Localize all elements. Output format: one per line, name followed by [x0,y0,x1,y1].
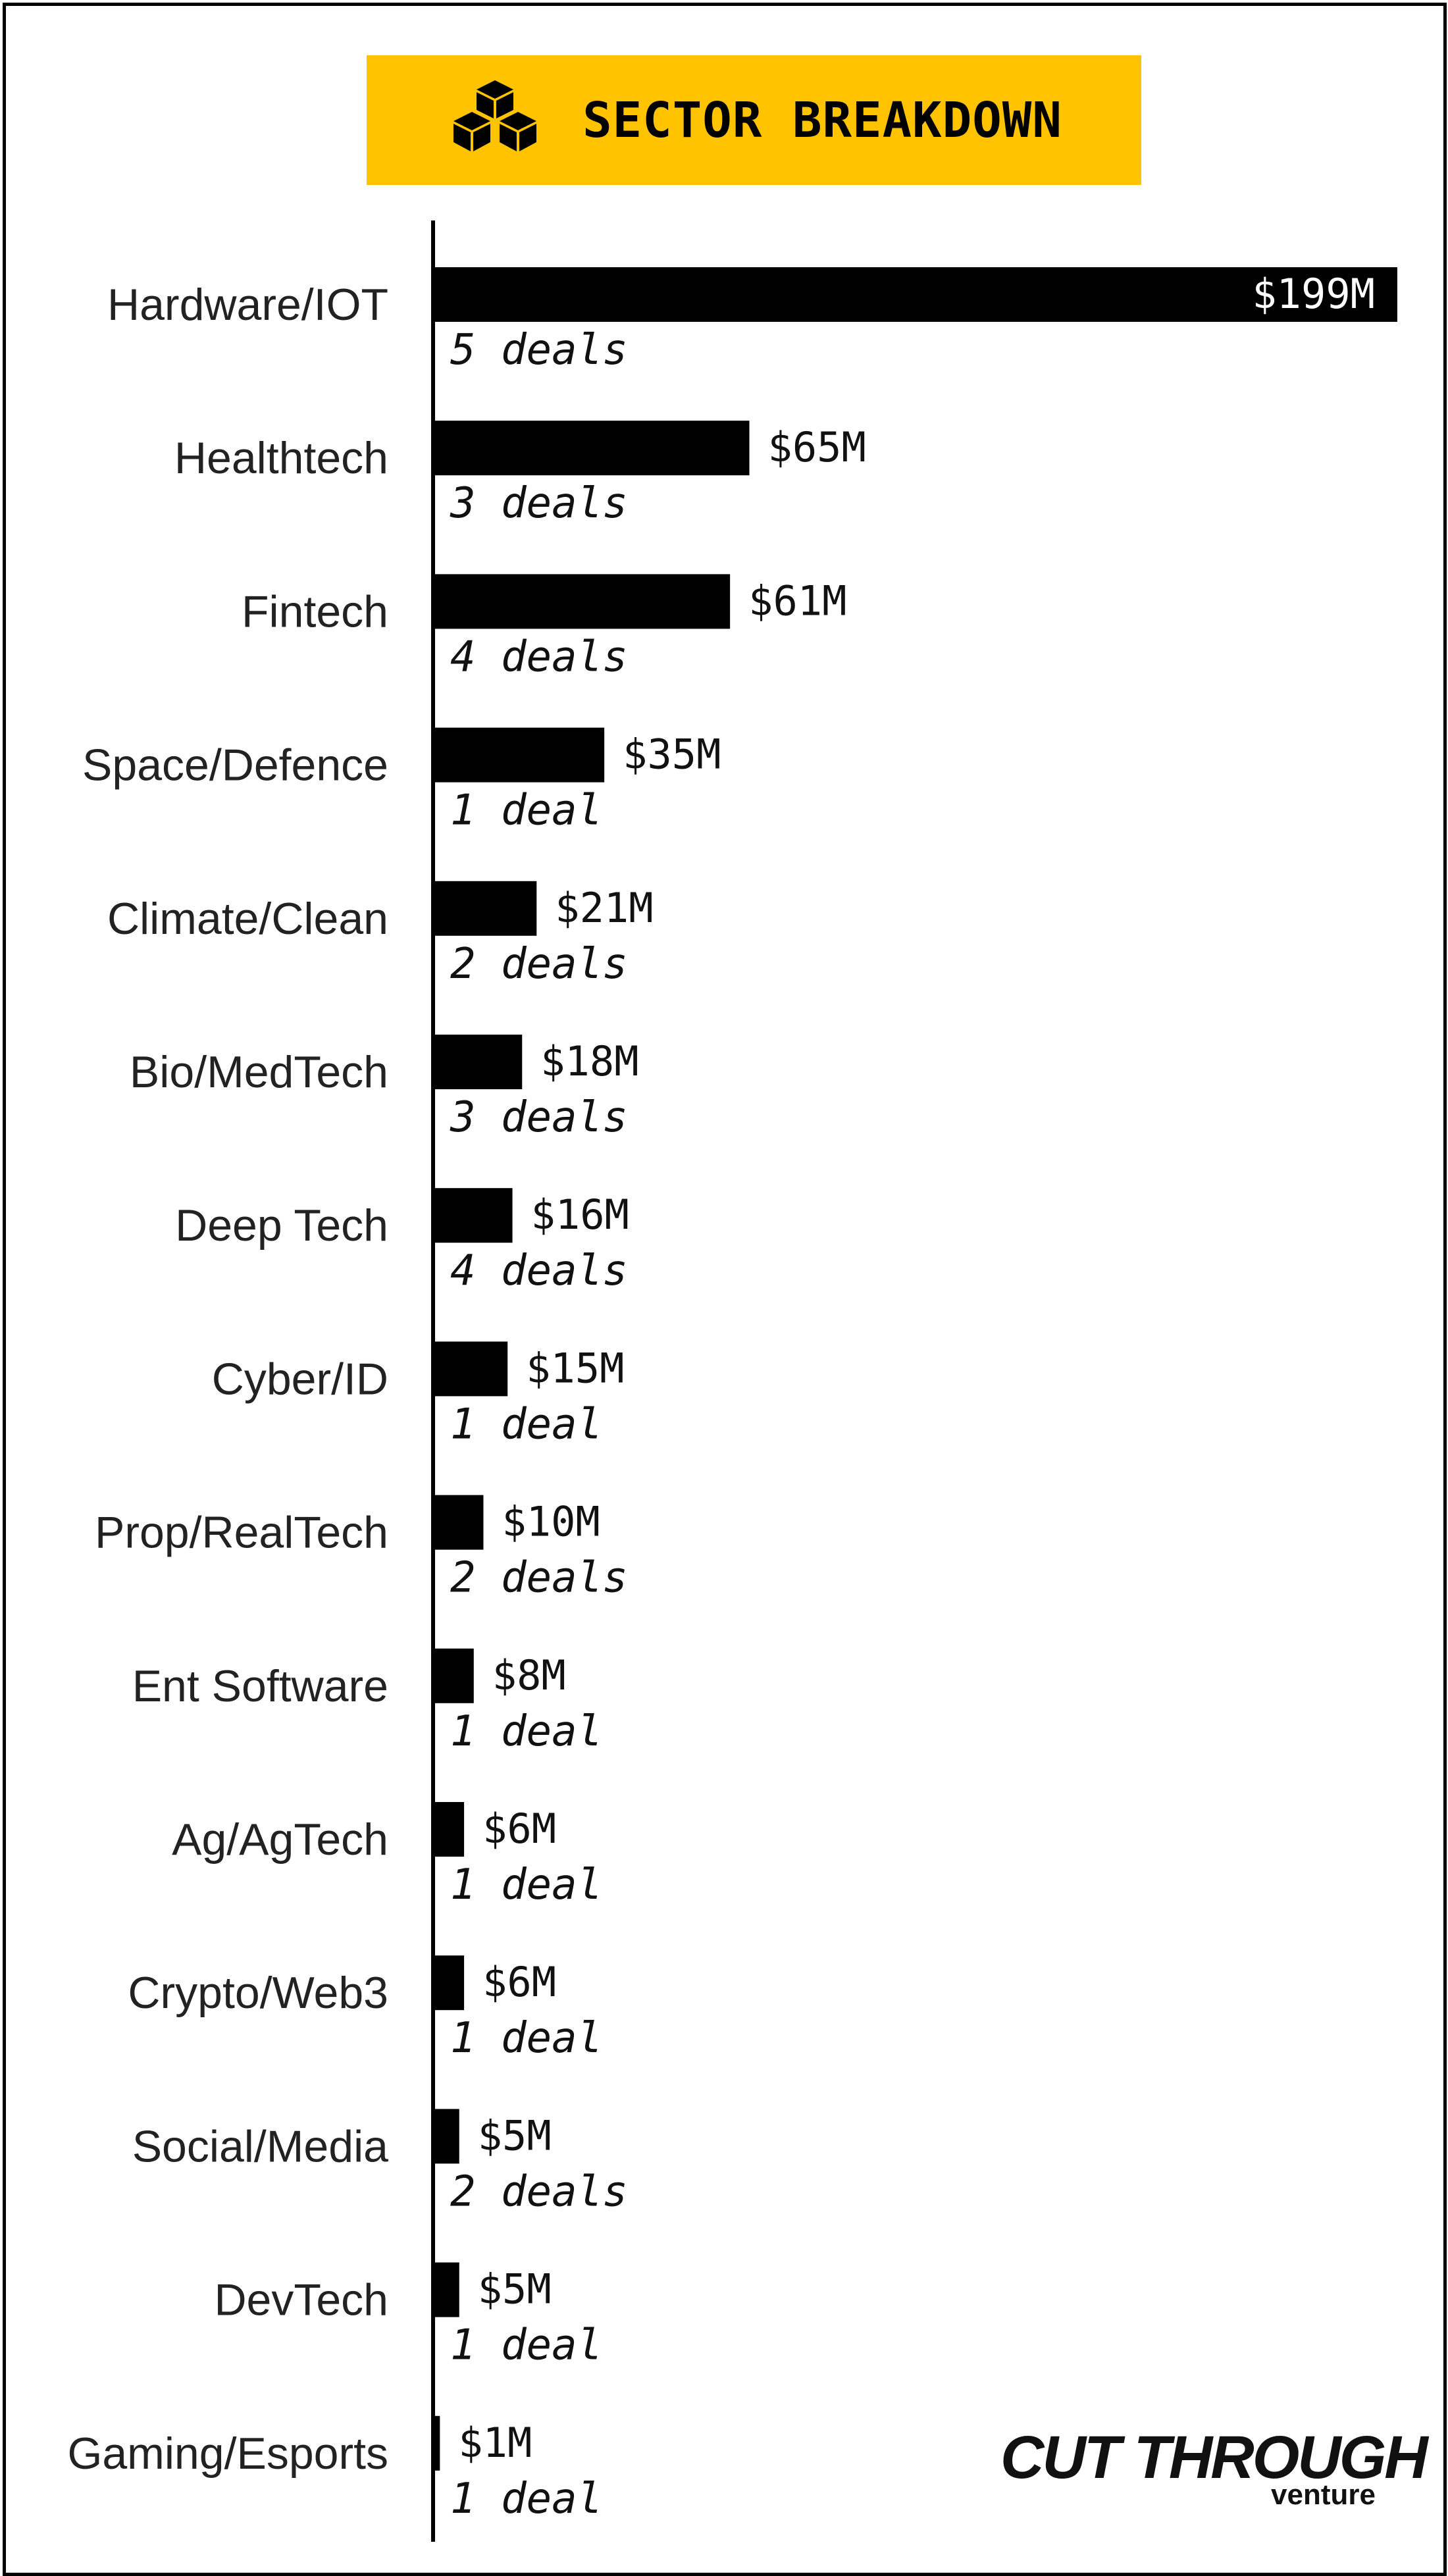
value-label: $6M [482,1805,556,1853]
bar-row-healthtech: Healthtech $65M 3 deals [174,421,866,528]
cubes-icon [453,80,537,151]
value-label: $16M [531,1191,629,1239]
category-label: Crypto/Web3 [128,1968,388,2018]
deal-count-label: 3 deals [450,1093,628,1142]
value-label: $21M [555,884,653,932]
category-label: Fintech [242,586,388,636]
category-label: Gaming/Esports [67,2429,388,2479]
bar [435,1802,465,1857]
category-label: Ag/AgTech [172,1815,388,1865]
deal-count-label: 1 deal [450,2014,602,2063]
deal-count-label: 2 deals [450,2167,628,2216]
category-label: Hardware/IOT [107,280,388,330]
title-banner: SECTOR BREAKDOWN [367,55,1141,185]
category-label: DevTech [214,2275,388,2325]
deal-count-label: 1 deal [450,1861,602,1909]
value-label: $35M [623,731,721,779]
category-label: Deep Tech [175,1200,388,1250]
deal-count-label: 5 deals [450,326,628,374]
value-label: $5M [478,2111,552,2159]
deal-count-label: 4 deals [450,632,628,681]
bar-row-hardware-iot: Hardware/IOT $199M 5 deals [107,267,1397,374]
bar-row-fintech: Fintech $61M 4 deals [242,574,846,681]
category-label: Prop/RealTech [95,1508,388,1558]
category-label: Healthtech [174,433,388,483]
logo-sub-text: venture [1271,2479,1376,2511]
deal-count-label: 1 deal [450,1707,602,1756]
bar [435,1648,474,1703]
category-label: Climate/Clean [107,894,388,944]
bar [435,1035,523,1089]
category-label: Cyber/ID [212,1354,388,1404]
bar [435,727,605,783]
category-label: Social/Media [132,2121,388,2171]
bar-row-deep-tech: Deep Tech $16M 4 deals [175,1188,629,1295]
bar-row-climate-clean: Climate/Clean $21M 2 deals [107,881,654,989]
bar-row-prop-realtech: Prop/RealTech $10M 2 deals [95,1495,628,1603]
bar-row-social-media: Social/Media $5M 2 deals [132,2109,628,2216]
bar-row-crypto-web3: Crypto/Web3 $6M 1 deal [128,1955,602,2063]
deal-count-label: 3 deals [450,479,628,528]
value-label: $6M [482,1958,556,2006]
bar-row-devtech: DevTech $5M 1 deal [214,2262,602,2370]
deal-count-label: 4 deals [450,1247,628,1295]
bar [435,2262,459,2317]
value-label: $10M [502,1498,600,1546]
deal-count-label: 1 deal [450,2321,602,2370]
bar [435,2415,440,2471]
deal-count-label: 1 deal [450,1400,602,1449]
deal-count-label: 2 deals [450,940,628,989]
value-label: $5M [478,2265,552,2313]
bar [435,1188,513,1243]
bar-row-space-defence: Space/Defence $35M 1 deal [82,727,721,835]
value-label: $18M [540,1037,638,1085]
bar [435,574,731,629]
deal-count-label: 1 deal [450,786,602,835]
bar [435,1955,465,2011]
category-label: Bio/MedTech [130,1047,388,1097]
category-label: Ent Software [132,1661,388,1711]
bar [435,881,537,936]
value-label: $15M [526,1344,624,1392]
value-label: $8M [492,1651,566,1699]
bar [435,421,750,476]
bar [435,1495,484,1550]
logo-main-text: CUT THROUGH [1000,2424,1428,2491]
value-label: $1M [458,2419,532,2467]
category-label: Space/Defence [82,740,388,790]
cut-through-venture-logo: CUT THROUGH venture [1000,2423,1428,2515]
value-label: $199M [1252,270,1375,318]
value-label: $61M [748,577,846,625]
bar [435,2109,459,2164]
bar [435,1341,508,1397]
bar [435,267,1397,322]
bar-row-cyber-id: Cyber/ID $15M 1 deal [212,1341,625,1449]
deal-count-label: 2 deals [450,1554,628,1603]
bar-row-ag-agtech: Ag/AgTech $6M 1 deal [172,1802,602,1909]
bar-row-bio-medtech: Bio/MedTech $18M 3 deals [130,1035,639,1142]
value-label: $65M [768,423,866,471]
bar-row-ent-software: Ent Software $8M 1 deal [132,1648,602,1756]
bar-row-gaming-esports: Gaming/Esports $1M 1 deal [67,2415,602,2523]
deal-count-label: 1 deal [450,2475,602,2523]
chart-title: SECTOR BREAKDOWN [582,91,1062,149]
